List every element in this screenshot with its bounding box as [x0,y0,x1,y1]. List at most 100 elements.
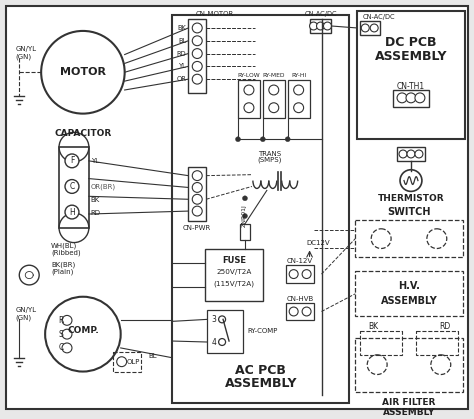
Bar [59,147,89,228]
Circle shape [62,329,72,339]
Circle shape [415,150,423,158]
Text: S: S [59,330,64,339]
Text: C: C [58,344,64,352]
Circle shape [192,183,202,192]
Text: THERMISTOR: THERMISTOR [378,194,444,203]
Text: RY-COMP: RY-COMP [247,328,277,334]
Text: RD: RD [91,210,101,216]
Text: H: H [69,207,75,217]
Text: (115V/T2A): (115V/T2A) [213,281,255,287]
Bar [188,167,206,221]
Text: CN-HVB: CN-HVB [287,296,314,302]
Text: (GN): (GN) [15,314,31,321]
Text: WH(BL): WH(BL) [51,242,77,249]
Text: RD: RD [439,322,450,331]
Text: RY-MED: RY-MED [263,73,285,78]
Text: 3: 3 [211,315,216,324]
Text: ZNR01J: ZNR01J [241,204,246,228]
Text: H.V.: H.V. [398,281,420,291]
Circle shape [407,150,415,158]
Text: OR: OR [176,76,186,82]
Bar [393,90,429,107]
Text: ASSEMBLY: ASSEMBLY [225,377,297,390]
Bar [416,331,458,355]
Bar [356,338,463,392]
Text: CN-MOTOR: CN-MOTOR [196,11,234,17]
Text: (GN): (GN) [15,53,31,60]
Text: RD: RD [177,51,186,57]
Text: BL: BL [148,353,157,359]
Text: ASSEMBLY: ASSEMBLY [375,50,447,63]
Text: ASSEMBLY: ASSEMBLY [381,296,438,306]
Text: YL: YL [179,63,186,70]
Text: ASSEMBLY: ASSEMBLY [383,409,435,417]
Circle shape [243,196,247,201]
Circle shape [243,214,247,218]
Text: C: C [69,182,74,191]
Text: RY-LOW: RY-LOW [237,73,260,78]
Circle shape [415,93,425,103]
Text: COMP.: COMP. [67,326,99,335]
Text: OLP: OLP [127,359,140,365]
Bar [360,331,402,355]
Text: (Ribbed): (Ribbed) [51,249,81,256]
Circle shape [244,85,254,95]
Circle shape [317,22,325,30]
Text: DC12V: DC12V [307,240,330,246]
Bar [357,11,465,139]
Circle shape [269,103,279,113]
Circle shape [65,154,79,168]
Bar [356,220,463,257]
Text: GN/YL: GN/YL [15,46,36,52]
Text: BK: BK [368,322,378,331]
Text: CN-PWR: CN-PWR [183,225,211,231]
Text: F: F [70,156,74,166]
Circle shape [302,307,311,316]
Circle shape [294,103,304,113]
Circle shape [260,137,265,142]
Bar [240,224,250,240]
Text: BL: BL [178,38,186,44]
Text: CN-AC/DC: CN-AC/DC [304,11,337,17]
Bar [238,80,260,118]
Text: YL: YL [91,158,99,164]
Bar [207,310,243,353]
Bar [286,265,313,283]
Circle shape [310,22,318,30]
Circle shape [294,85,304,95]
Circle shape [244,103,254,113]
Text: (Plain): (Plain) [51,269,73,275]
Circle shape [62,316,72,325]
Text: GN/YL: GN/YL [15,307,36,313]
Circle shape [397,93,407,103]
Circle shape [192,171,202,181]
Circle shape [236,137,240,142]
Circle shape [192,206,202,216]
Text: BK: BK [178,25,186,31]
Text: MOTOR: MOTOR [60,67,106,77]
Text: RY-HI: RY-HI [291,73,306,78]
Text: SWITCH: SWITCH [387,207,431,217]
Bar [113,352,141,372]
Text: DC PCB: DC PCB [385,36,437,49]
Circle shape [361,24,369,32]
Circle shape [65,205,79,219]
Circle shape [370,24,378,32]
Bar [286,303,313,321]
Circle shape [192,194,202,204]
Text: CAPACITOR: CAPACITOR [55,129,111,138]
Text: TRANS: TRANS [258,151,282,157]
Circle shape [192,49,202,59]
Circle shape [65,180,79,193]
Bar [263,80,285,118]
Text: OR(BR): OR(BR) [91,183,116,190]
Bar [356,271,463,316]
Bar [360,21,380,35]
Circle shape [289,270,298,279]
Text: BK: BK [91,197,100,203]
Text: AC PCB: AC PCB [236,364,286,377]
Bar [310,19,331,33]
Circle shape [399,150,407,158]
Bar [205,249,263,301]
Circle shape [192,74,202,84]
